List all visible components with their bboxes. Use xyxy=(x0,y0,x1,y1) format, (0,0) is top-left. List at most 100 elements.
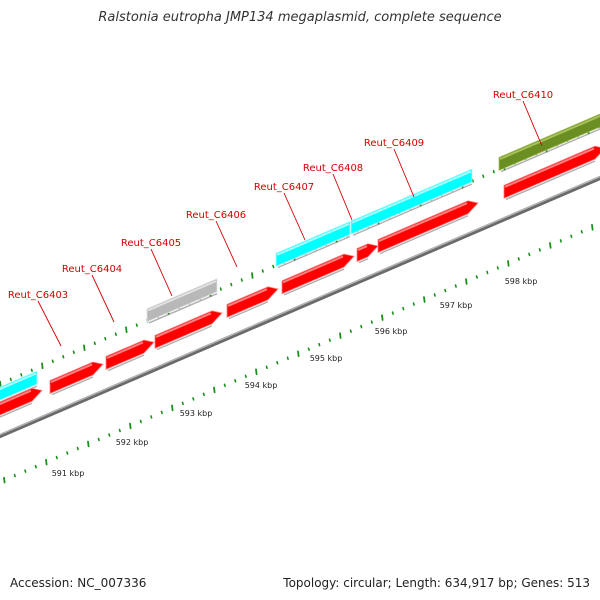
scale-minor-tick xyxy=(97,437,100,442)
scale-minor-tick xyxy=(34,464,37,469)
upper-minor-tick xyxy=(272,264,275,269)
leader-line-7 xyxy=(393,148,415,198)
feature-cyan-c6409-highlight xyxy=(351,170,472,224)
gene-label-reut-c6409[interactable]: Reut_C6409 xyxy=(364,138,424,149)
scale-major-tick xyxy=(549,242,552,249)
upper-minor-tick xyxy=(471,178,474,183)
scale-minor-tick xyxy=(307,347,310,351)
feature-cds-c6410-highlight xyxy=(504,147,595,188)
gene-label-reut-c6410[interactable]: Reut_C6410 xyxy=(493,90,553,101)
gene-label-reut-c6406[interactable]: Reut_C6406 xyxy=(186,210,246,221)
topology-text: Topology: circular; Length: 634,917 bp; … xyxy=(283,576,590,590)
scale-label-594: 594 kbp xyxy=(245,381,278,390)
scale-minor-tick xyxy=(517,257,520,261)
feature-cds-c6409-shadow xyxy=(379,215,469,255)
feature-cds-c6405a-highlight xyxy=(106,341,144,359)
upper-minor-tick xyxy=(93,341,96,346)
scale-minor-tick xyxy=(139,419,142,424)
leader-line-1 xyxy=(37,300,62,347)
feature-cds-c6410-shadow xyxy=(505,160,596,201)
gene-label-reut-c6403[interactable]: Reut_C6403 xyxy=(8,290,68,301)
scale-major-tick xyxy=(255,368,258,376)
scale-major-tick xyxy=(45,458,48,466)
scale-minor-tick xyxy=(108,433,111,437)
leader-line-2 xyxy=(91,274,115,323)
scale-major-tick xyxy=(171,404,174,412)
scale-minor-tick xyxy=(13,473,16,478)
upper-minor-tick xyxy=(482,174,485,178)
scale-major-tick xyxy=(3,476,6,484)
scale-label-592: 592 kbp xyxy=(116,438,149,447)
scale-label-597: 597 kbp xyxy=(440,301,473,310)
feature-track xyxy=(0,113,600,418)
gene-label-reut-c6407[interactable]: Reut_C6407 xyxy=(254,182,314,193)
scale-minor-tick xyxy=(76,446,79,451)
upper-major-tick xyxy=(0,380,2,388)
feature-cds-c6406-shadow xyxy=(228,301,269,320)
upper-minor-tick xyxy=(135,323,138,327)
feature-cds-c6405b-highlight xyxy=(155,312,212,338)
scale-minor-tick xyxy=(475,275,478,279)
upper-minor-tick xyxy=(261,269,264,273)
scale-minor-tick xyxy=(433,293,436,297)
upper-major-tick xyxy=(41,362,44,370)
feature-cyan-c6407-highlight xyxy=(276,223,350,256)
scale-track xyxy=(3,224,594,484)
scale-minor-tick xyxy=(234,379,237,383)
upper-minor-tick xyxy=(492,169,495,174)
feature-cds-c6405a xyxy=(105,339,155,371)
scale-minor-tick xyxy=(402,306,405,311)
gene-label-reut-c6408[interactable]: Reut_C6408 xyxy=(303,163,363,174)
scale-minor-tick xyxy=(66,451,69,455)
feature-olive-c6410-shadow xyxy=(500,128,600,173)
upper-minor-tick xyxy=(30,368,33,373)
feature-cds-c6408-shadow xyxy=(358,258,369,264)
feature-cds-c6404 xyxy=(49,361,104,395)
feature-cds-c6403-highlight xyxy=(0,389,32,406)
upper-major-tick xyxy=(251,272,254,279)
upper-major-tick xyxy=(125,326,128,333)
feature-cds-c6407 xyxy=(281,253,355,295)
gene-label-reut-c6404[interactable]: Reut_C6404 xyxy=(62,264,122,275)
scale-major-tick xyxy=(507,260,510,267)
upper-minor-tick xyxy=(240,278,243,282)
upper-minor-tick xyxy=(114,332,117,336)
scale-minor-tick xyxy=(349,329,352,333)
feature-cds-c6409-highlight xyxy=(378,202,468,242)
scale-minor-tick xyxy=(391,311,394,315)
scale-minor-tick xyxy=(286,356,289,361)
scale-minor-tick xyxy=(538,248,541,252)
feature-cds-c6404-shadow xyxy=(51,376,94,396)
scale-major-tick xyxy=(129,422,132,430)
scale-major-tick xyxy=(339,332,342,339)
scale-label-596: 596 kbp xyxy=(375,327,408,336)
scale-minor-tick xyxy=(496,266,499,270)
scale-label-591: 591 kbp xyxy=(52,469,85,478)
scale-major-tick xyxy=(423,296,426,303)
feature-cyan-c6407-shadow xyxy=(277,235,351,269)
feature-cds-c6405a-shadow xyxy=(107,354,145,372)
map-title: Ralstonia eutropha JMP134 megaplasmid, c… xyxy=(98,10,502,25)
scale-minor-tick xyxy=(276,360,279,365)
scale-minor-tick xyxy=(223,383,226,388)
upper-minor-tick xyxy=(230,282,233,287)
scale-major-tick xyxy=(381,314,384,321)
upper-minor-tick xyxy=(20,373,23,377)
gene-labels: Reut_C6403 Reut_C6404 Reut_C6405 Reut_C6… xyxy=(8,90,553,301)
feature-cds-c6403-shadow xyxy=(0,402,33,418)
scale-minor-tick xyxy=(559,239,562,243)
feature-cds-c6407-shadow xyxy=(283,268,345,296)
leader-line-6 xyxy=(332,173,353,221)
scale-major-tick xyxy=(591,224,594,231)
gene-label-reut-c6405[interactable]: Reut_C6405 xyxy=(121,238,181,249)
label-leader-lines xyxy=(37,100,543,347)
feature-olive-c6410 xyxy=(498,113,600,172)
scale-labels: 591 kbp 592 kbp 593 kbp 594 kbp 595 kbp … xyxy=(52,277,538,478)
feature-cds-c6406-highlight xyxy=(227,288,268,307)
scale-minor-tick xyxy=(265,365,268,370)
scale-minor-tick xyxy=(444,288,447,293)
scale-minor-tick xyxy=(24,469,27,473)
scale-label-598: 598 kbp xyxy=(505,277,538,286)
backbone-highlight xyxy=(0,175,600,436)
upper-major-tick xyxy=(83,344,86,352)
